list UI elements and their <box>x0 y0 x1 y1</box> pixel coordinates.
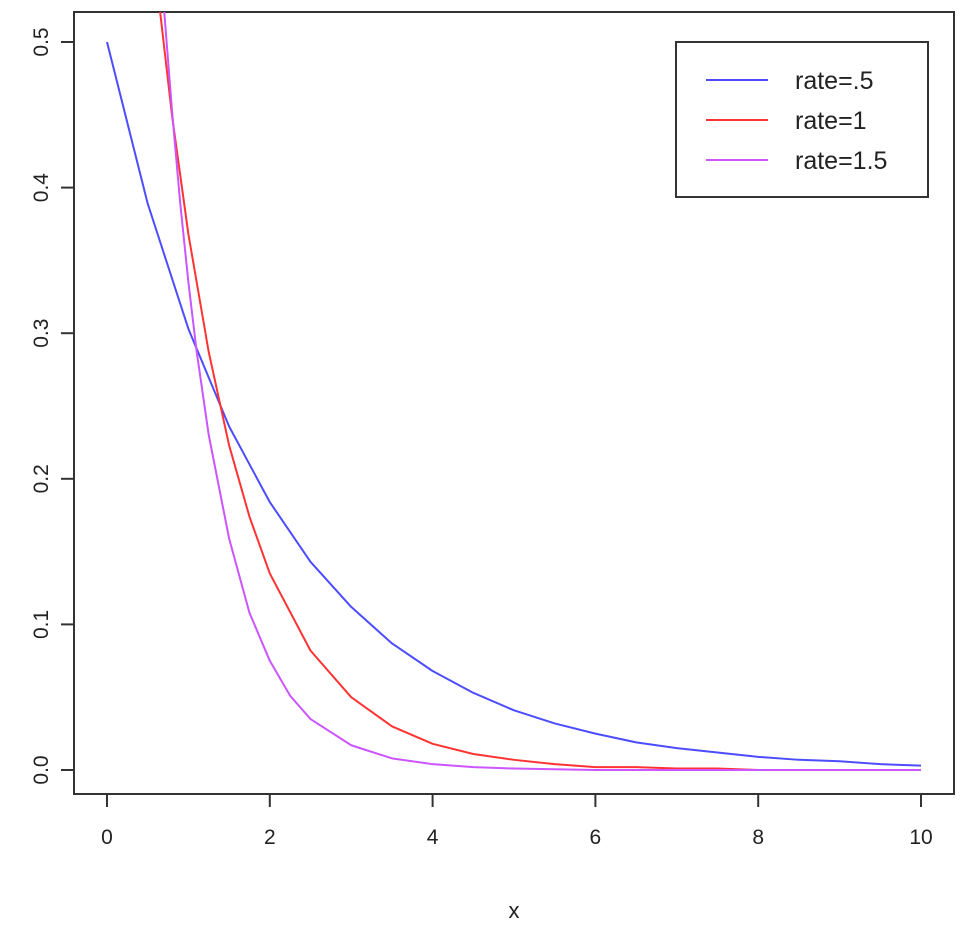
x-tick-label: 2 <box>264 826 276 849</box>
x-tick-label: 0 <box>101 826 113 849</box>
legend-label-1: rate=.5 <box>795 67 874 95</box>
legend-label-3: rate=1.5 <box>795 147 887 175</box>
x-tick-label: 10 <box>909 826 932 849</box>
y-axis: 0.0 0.1 0.2 0.3 0.4 0.5 <box>30 27 75 785</box>
legend-label-2: rate=1 <box>795 107 867 135</box>
series-line-1 <box>106 41 922 767</box>
y-tick-label: 0.2 <box>30 464 53 493</box>
y-tick-label: 0.4 <box>30 173 53 203</box>
x-tick-label: 4 <box>427 826 439 849</box>
x-axis: 0 2 4 6 8 10 <box>101 793 933 849</box>
y-tick-label: 0.1 <box>30 610 53 639</box>
legend: rate=.5 rate=1 rate=1.5 <box>675 41 929 198</box>
y-tick-label: 0.5 <box>30 27 53 56</box>
series-layer <box>106 12 922 771</box>
series-line-3 <box>163 12 921 771</box>
x-axis-label: x <box>509 898 520 923</box>
y-tick-label: 0.3 <box>30 319 53 348</box>
x-tick-label: 6 <box>590 826 602 849</box>
y-tick-label: 0.0 <box>30 755 53 784</box>
x-tick-label: 8 <box>752 826 764 849</box>
